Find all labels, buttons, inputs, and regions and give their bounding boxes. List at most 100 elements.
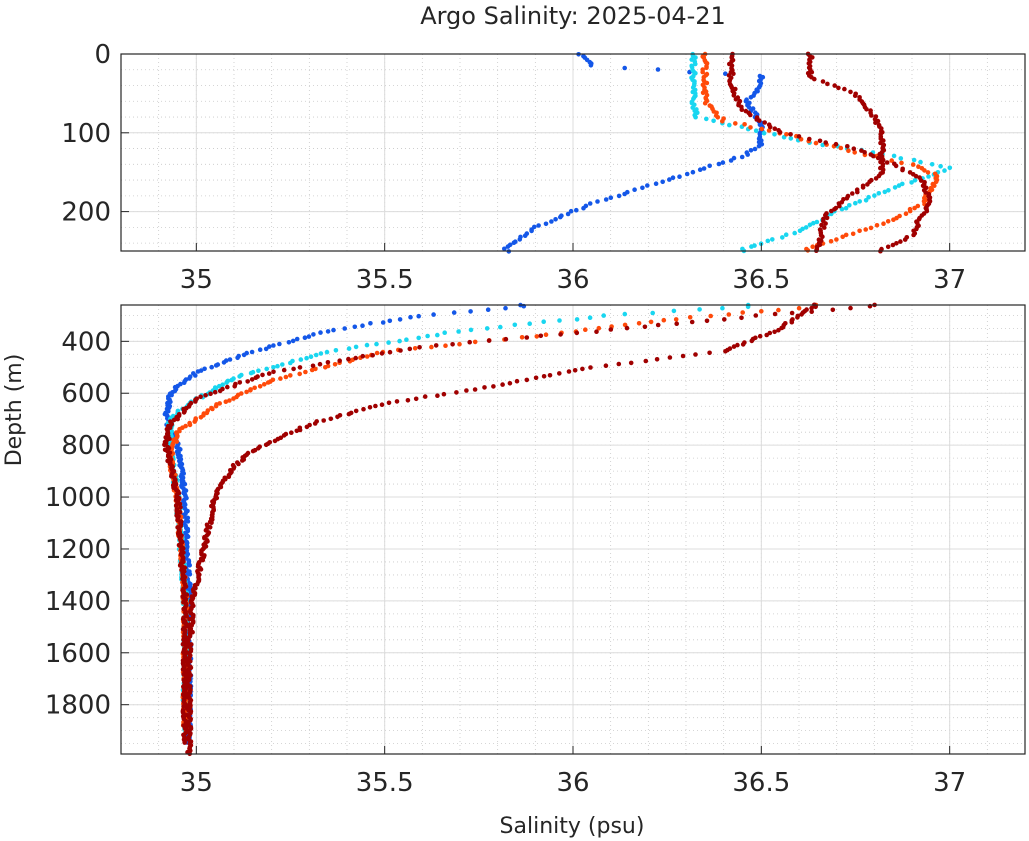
data-point [527,321,532,327]
data-point [588,365,593,370]
data-point [568,208,574,214]
data-point [212,389,218,395]
data-point [850,191,855,196]
data-point [912,178,918,183]
lower-x-ticks: 35 35.5 36 36.5 37 [180,746,966,798]
data-point [865,182,870,187]
data-point [485,307,491,313]
y-tick-label: 600 [61,379,111,409]
x-tick-label: 36 [556,265,589,295]
data-point [770,237,775,242]
data-point [547,373,553,378]
data-point [759,126,765,132]
data-point [454,390,459,395]
data-point [783,232,789,237]
data-point [947,165,953,171]
data-point [677,174,682,179]
data-point [558,214,563,220]
data-point [583,327,588,333]
data-point [723,71,728,76]
data-point [408,314,413,320]
data-point [731,93,737,98]
data-point [903,211,909,216]
data-point [289,430,294,436]
data-point [767,124,773,130]
data-point [263,346,269,352]
data-point [337,358,343,364]
data-point [933,179,939,185]
data-point [839,206,845,212]
data-point [342,326,348,331]
data-point [278,376,283,381]
data-point [209,364,214,370]
data-point [840,234,845,240]
data-point [457,341,462,347]
data-point [645,183,650,188]
data-point [511,240,517,245]
data-point [288,360,293,366]
data-point [171,417,177,423]
data-point [312,421,318,426]
data-point [241,352,247,358]
data-point [660,179,665,185]
data-point [257,384,263,389]
data-point [700,69,705,75]
data-point [248,370,254,376]
lower-grid [120,305,1026,754]
data-point [182,565,188,570]
data-point [702,100,708,106]
data-point [671,308,677,314]
data-point [596,325,602,331]
data-point [180,641,186,647]
data-point [796,134,802,139]
data-point [207,525,213,530]
data-point [740,342,746,347]
x-tick-label: 35 [180,265,213,295]
data-point [926,174,931,179]
data-point [519,335,525,340]
data-point [653,181,659,186]
data-point [616,193,622,199]
data-point [938,164,943,169]
data-point [360,353,366,359]
data-point [843,205,849,211]
data-point [298,357,304,362]
data-point [198,415,204,420]
data-point [795,315,800,320]
data-point [655,67,661,72]
data-point [353,408,359,414]
data-point [581,205,586,211]
data-point [318,330,323,335]
x-tick-label: 37 [933,265,966,295]
data-point [209,520,214,525]
data-point [321,418,327,423]
data-point [707,163,712,169]
data-point [942,168,947,173]
data-point [288,373,293,378]
data-point [850,231,856,237]
data-point [697,307,702,312]
data-point [728,158,734,163]
data-point [836,85,841,91]
data-point [224,380,229,385]
data-point [711,118,716,124]
data-point [828,239,834,244]
data-point [364,342,370,348]
data-point [902,237,908,242]
data-point [622,311,628,317]
data-point [907,208,913,214]
data-point [226,474,232,480]
data-point [505,244,511,249]
data-point [918,159,923,165]
data-point [789,310,795,316]
data-point [271,343,276,348]
data-point [642,324,648,330]
data-point [397,317,403,322]
data-point [820,234,825,239]
data-point [684,171,690,177]
data-point [809,305,814,311]
data-point [394,399,400,404]
data-point [890,242,896,248]
data-point [693,352,698,357]
data-point [876,191,882,196]
